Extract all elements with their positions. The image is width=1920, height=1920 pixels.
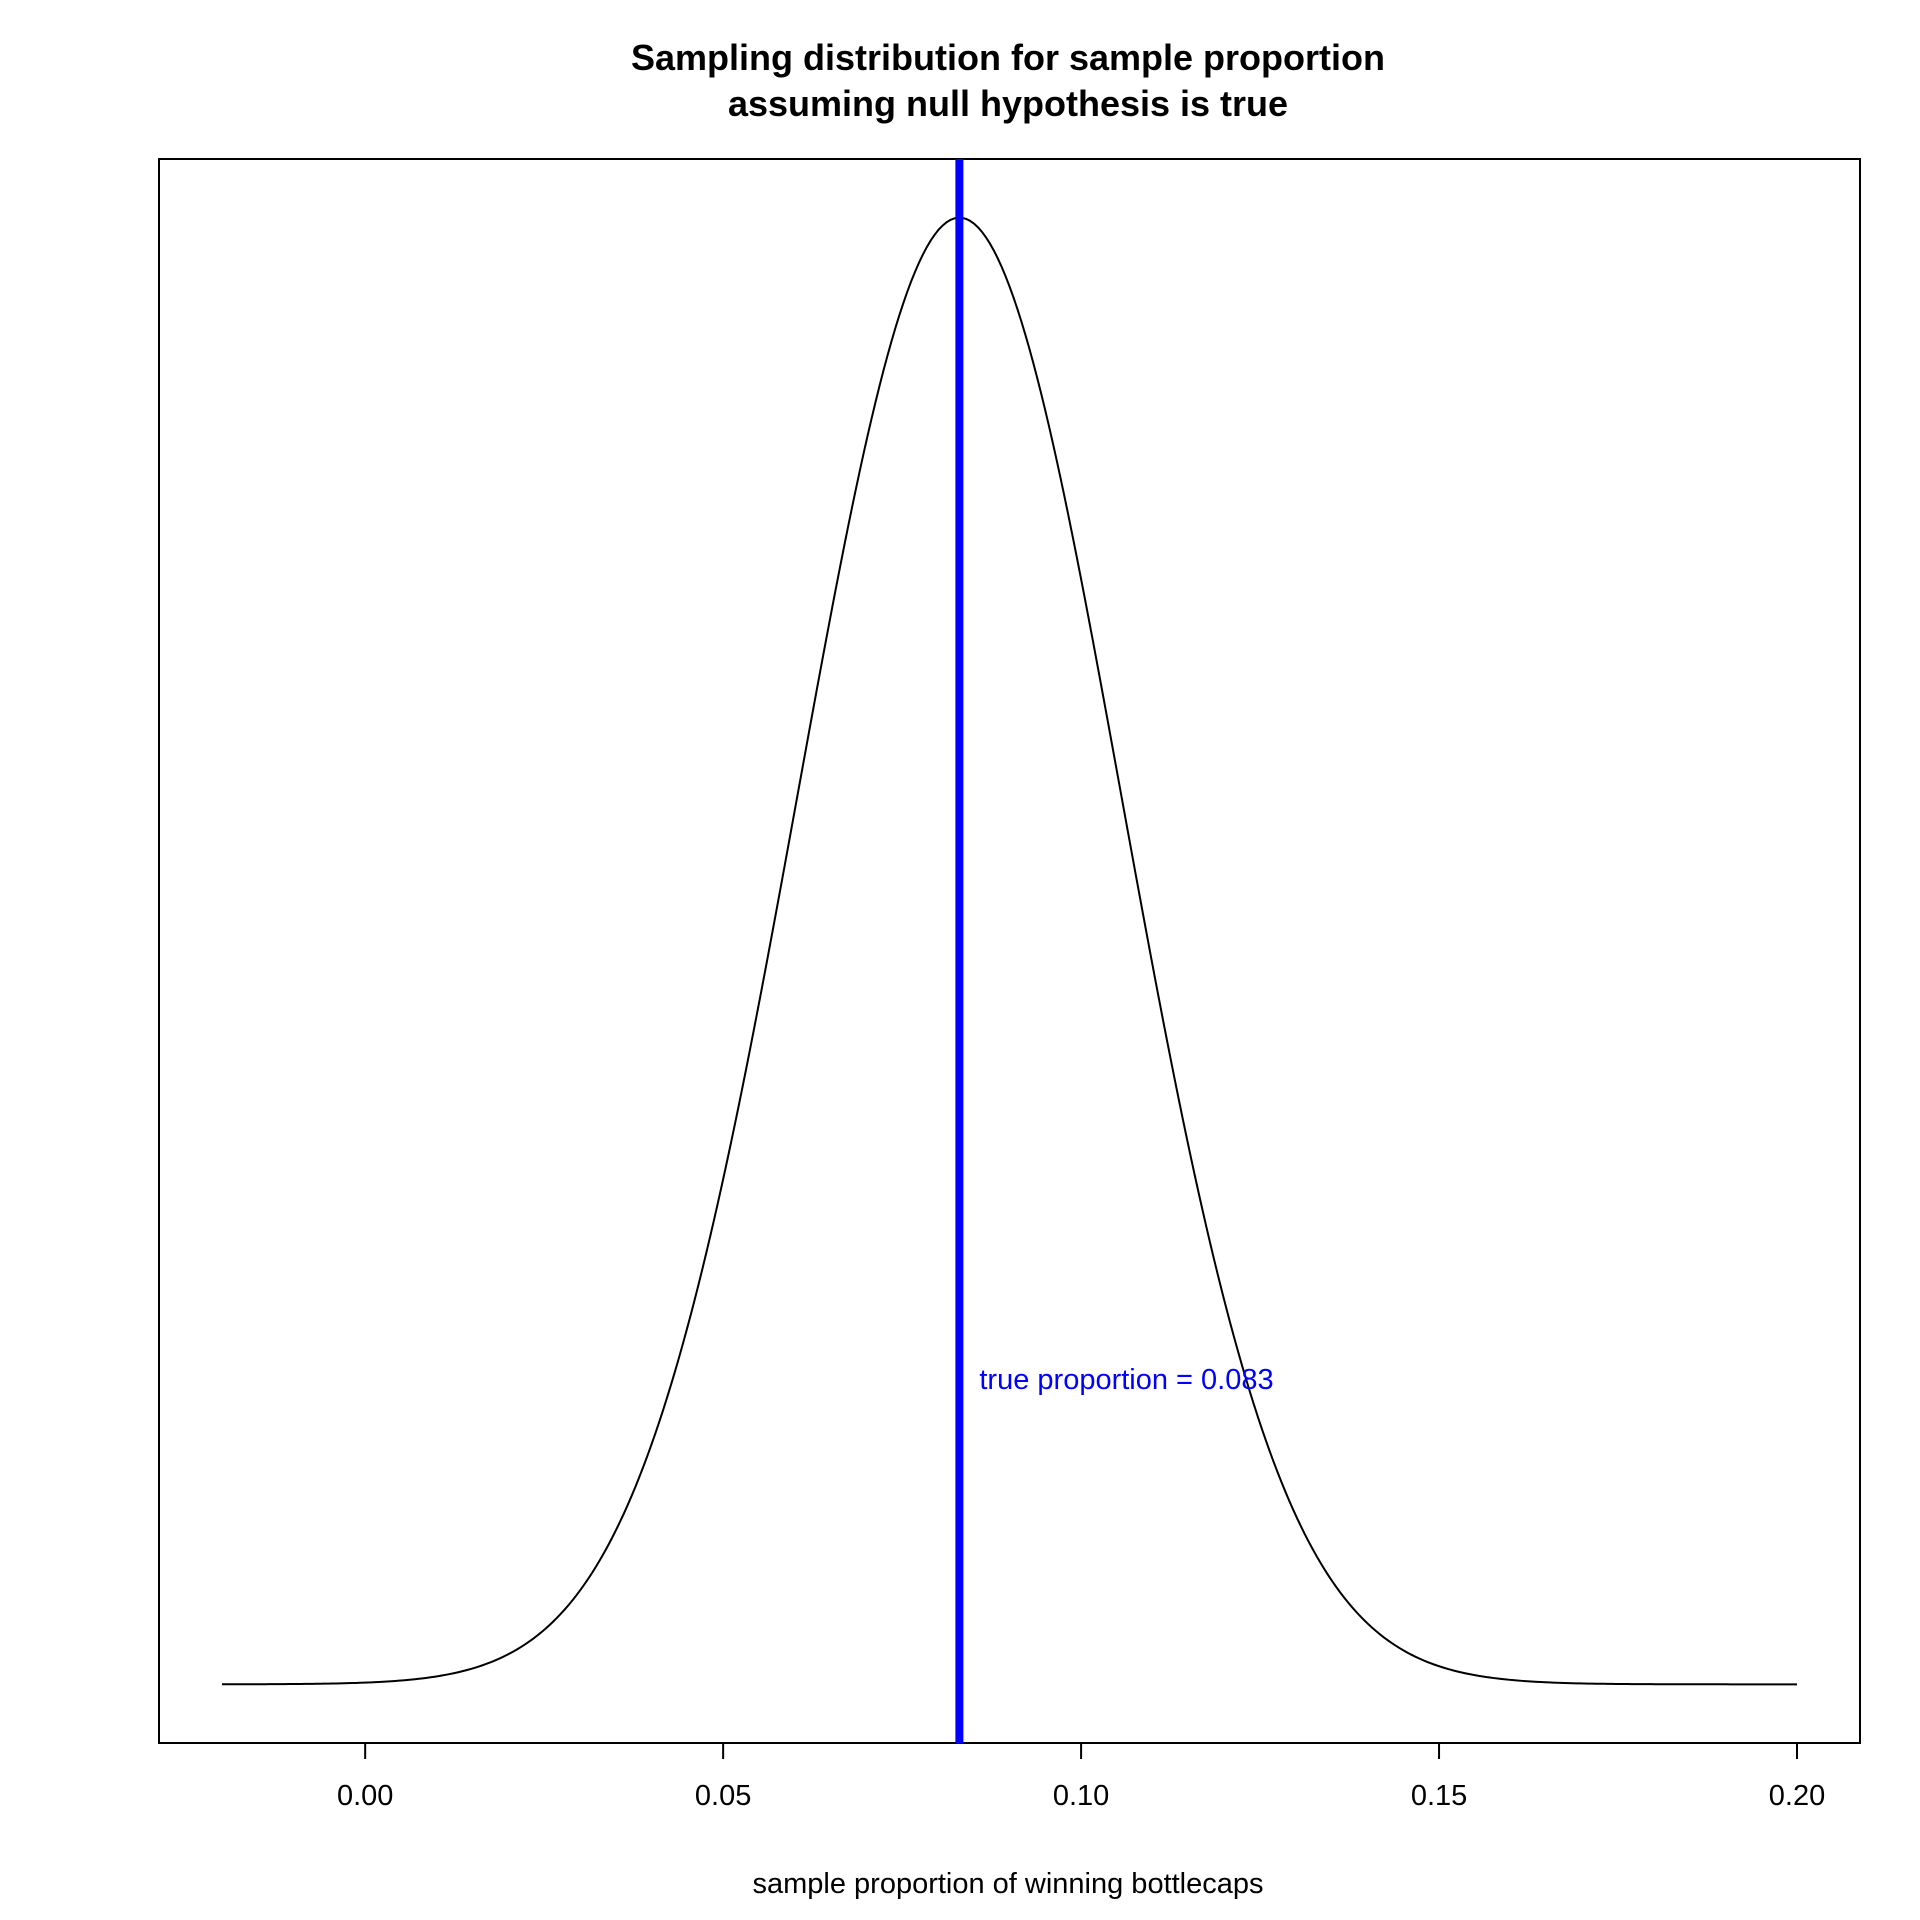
x-tick-label: 0.15 [1411,1780,1467,1812]
x-tick-label: 0.20 [1769,1780,1825,1812]
plot-frame [158,158,1861,1744]
chart-title-line-1: Sampling distribution for sample proport… [631,37,1385,78]
reference-line-label: true proportion = 0.083 [979,1364,1273,1396]
x-axis-label: sample proportion of winning bottlecaps [752,1868,1263,1900]
chart-title-line-2: assuming null hypothesis is true [728,83,1288,124]
x-tick-label: 0.05 [695,1780,751,1812]
x-axis: 0.00 0.05 0.10 0.15 0.20 [337,1742,1825,1812]
density-curve [221,216,1797,1686]
x-tick-label: 0.10 [1053,1780,1109,1812]
x-tick-label: 0.00 [337,1780,393,1812]
